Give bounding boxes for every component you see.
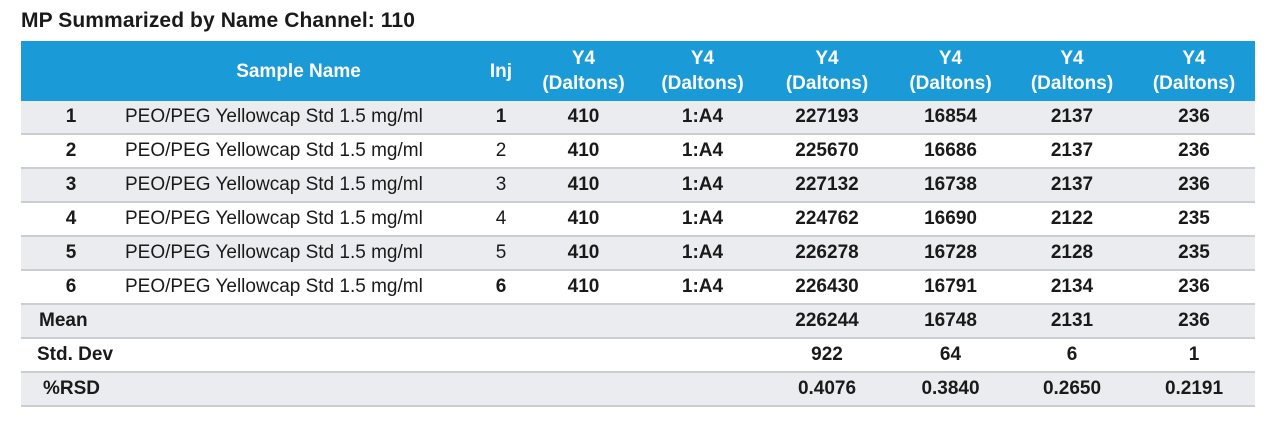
header-col-3: Y4 (Daltons) — [764, 41, 890, 101]
value-cell — [526, 304, 641, 339]
inj-cell: 5 — [476, 236, 526, 271]
sample-name-cell: PEO/PEG Yellowcap Std 1.5 mg/ml — [121, 134, 476, 169]
value-cell: 16686 — [890, 134, 1011, 169]
value-cell — [526, 338, 641, 373]
sample-name-cell: PEO/PEG Yellowcap Std 1.5 mg/ml — [121, 236, 476, 271]
value-cell: 2128 — [1011, 236, 1133, 271]
value-cell: 226430 — [764, 270, 890, 305]
value-cell: 2137 — [1011, 134, 1133, 169]
value-cell — [641, 372, 764, 407]
inj-cell: 2 — [476, 134, 526, 169]
value-cell — [641, 338, 764, 373]
header-col-6: Y4 (Daltons) — [1133, 41, 1255, 101]
value-cell: 236 — [1133, 270, 1255, 305]
row-index: 1 — [21, 101, 121, 135]
sample-name-cell: PEO/PEG Yellowcap Std 1.5 mg/ml — [121, 168, 476, 203]
value-cell: 16690 — [890, 202, 1011, 237]
value-cell: 1:A4 — [641, 168, 764, 203]
value-cell: 2122 — [1011, 202, 1133, 237]
table-title: MP Summarized by Name Channel: 110 — [21, 9, 415, 32]
value-cell: 2134 — [1011, 270, 1133, 305]
value-cell: 227193 — [764, 101, 890, 135]
summary-row-rsd: %RSD 0.4076 0.3840 0.2650 0.2191 — [21, 372, 1255, 407]
table-row: 2 PEO/PEG Yellowcap Std 1.5 mg/ml 2 410 … — [21, 134, 1255, 169]
table-row: 6 PEO/PEG Yellowcap Std 1.5 mg/ml 6 410 … — [21, 270, 1255, 305]
row-index: 5 — [21, 236, 121, 271]
row-index: 4 — [21, 202, 121, 237]
summary-label: Mean — [21, 304, 526, 339]
value-cell: 236 — [1133, 101, 1255, 135]
value-cell: 16728 — [890, 236, 1011, 271]
summary-label: %RSD — [21, 372, 526, 407]
value-cell: 16748 — [890, 304, 1011, 339]
sample-name-cell: PEO/PEG Yellowcap Std 1.5 mg/ml — [121, 270, 476, 305]
value-cell: 236 — [1133, 304, 1255, 339]
value-cell: 1:A4 — [641, 202, 764, 237]
value-cell: 16854 — [890, 101, 1011, 135]
value-cell: 2131 — [1011, 304, 1133, 339]
value-cell: 410 — [526, 202, 641, 237]
inj-cell: 4 — [476, 202, 526, 237]
value-cell: 1:A4 — [641, 236, 764, 271]
value-cell: 2137 — [1011, 168, 1133, 203]
header-inj: Inj — [476, 41, 526, 101]
value-cell — [641, 304, 764, 339]
value-cell: 235 — [1133, 236, 1255, 271]
value-cell: 0.4076 — [764, 372, 890, 407]
header-col-5: Y4 (Daltons) — [1011, 41, 1133, 101]
row-index: 3 — [21, 168, 121, 203]
value-cell: 1:A4 — [641, 270, 764, 305]
value-cell: 227132 — [764, 168, 890, 203]
header-col-4: Y4 (Daltons) — [890, 41, 1011, 101]
value-cell: 0.3840 — [890, 372, 1011, 407]
value-cell: 226244 — [764, 304, 890, 339]
summary-label: Std. Dev — [21, 338, 526, 373]
value-cell: 410 — [526, 134, 641, 169]
table-row: 5 PEO/PEG Yellowcap Std 1.5 mg/ml 5 410 … — [21, 236, 1255, 271]
value-cell: 922 — [764, 338, 890, 373]
value-cell: 410 — [526, 168, 641, 203]
value-cell: 225670 — [764, 134, 890, 169]
value-cell: 16738 — [890, 168, 1011, 203]
header-col-1: Y4 (Daltons) — [526, 41, 641, 101]
sample-name-cell: PEO/PEG Yellowcap Std 1.5 mg/ml — [121, 202, 476, 237]
summary-row-mean: Mean 226244 16748 2131 236 — [21, 304, 1255, 339]
value-cell: 236 — [1133, 134, 1255, 169]
header-sample-name: Sample Name — [121, 41, 476, 101]
table-row: 1 PEO/PEG Yellowcap Std 1.5 mg/ml 1 410 … — [21, 101, 1255, 135]
value-cell: 1 — [1133, 338, 1255, 373]
value-cell: 410 — [526, 236, 641, 271]
results-table: Sample Name Inj Y4 (Daltons) Y4 (Daltons) … — [21, 41, 1255, 407]
table-row: 4 PEO/PEG Yellowcap Std 1.5 mg/ml 4 410 … — [21, 202, 1255, 237]
value-cell: 236 — [1133, 168, 1255, 203]
header-row: Sample Name Inj Y4 (Daltons) Y4 (Daltons) … — [21, 41, 1255, 101]
inj-cell: 6 — [476, 270, 526, 305]
value-cell: 6 — [1011, 338, 1133, 373]
header-index — [21, 41, 121, 101]
value-cell: 2137 — [1011, 101, 1133, 135]
sample-name-cell: PEO/PEG Yellowcap Std 1.5 mg/ml — [121, 101, 476, 135]
summary-row-std-dev: Std. Dev 922 64 6 1 — [21, 338, 1255, 373]
value-cell: 16791 — [890, 270, 1011, 305]
value-cell: 0.2191 — [1133, 372, 1255, 407]
row-index: 6 — [21, 270, 121, 305]
header-col-2: Y4 (Daltons) — [641, 41, 764, 101]
row-index: 2 — [21, 134, 121, 169]
inj-cell: 3 — [476, 168, 526, 203]
value-cell: 224762 — [764, 202, 890, 237]
value-cell: 410 — [526, 101, 641, 135]
value-cell — [526, 372, 641, 407]
value-cell: 235 — [1133, 202, 1255, 237]
value-cell: 0.2650 — [1011, 372, 1133, 407]
value-cell: 1:A4 — [641, 134, 764, 169]
value-cell: 226278 — [764, 236, 890, 271]
inj-cell: 1 — [476, 101, 526, 135]
value-cell: 1:A4 — [641, 101, 764, 135]
value-cell: 64 — [890, 338, 1011, 373]
value-cell: 410 — [526, 270, 641, 305]
table-row: 3 PEO/PEG Yellowcap Std 1.5 mg/ml 3 410 … — [21, 168, 1255, 203]
